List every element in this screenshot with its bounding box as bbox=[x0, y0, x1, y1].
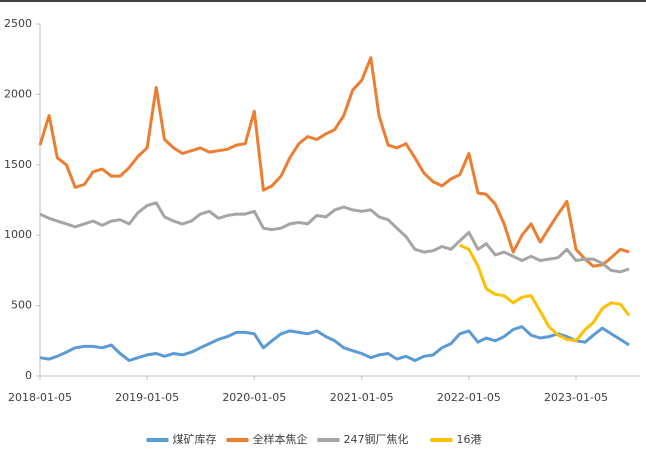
legend-label: 煤矿库存 bbox=[173, 432, 217, 446]
x-tick-label: 2022-01-05 bbox=[437, 391, 501, 404]
y-tick-label: 0 bbox=[25, 369, 32, 382]
x-tick-label: 2021-01-05 bbox=[330, 391, 394, 404]
series-line bbox=[39, 201, 630, 274]
x-tick-label: 2018-01-05 bbox=[8, 391, 72, 404]
x-tick-label: 2020-01-05 bbox=[222, 391, 286, 404]
y-tick-label: 1000 bbox=[4, 228, 32, 241]
legend-label: 16港 bbox=[457, 433, 482, 446]
legend-label: 全样本焦企 bbox=[253, 432, 308, 446]
series-line bbox=[39, 325, 630, 362]
y-tick-label: 500 bbox=[11, 299, 32, 312]
y-tick-label: 2000 bbox=[4, 87, 32, 100]
y-tick-label: 1500 bbox=[4, 158, 32, 171]
y-tick-label: 2500 bbox=[4, 17, 32, 30]
legend-label: 247钢厂焦化 bbox=[344, 432, 409, 446]
series-line bbox=[38, 56, 630, 268]
x-tick-label: 2019-01-05 bbox=[115, 391, 179, 404]
series-line bbox=[459, 243, 631, 343]
x-tick-label: 2023-01-05 bbox=[544, 391, 608, 404]
